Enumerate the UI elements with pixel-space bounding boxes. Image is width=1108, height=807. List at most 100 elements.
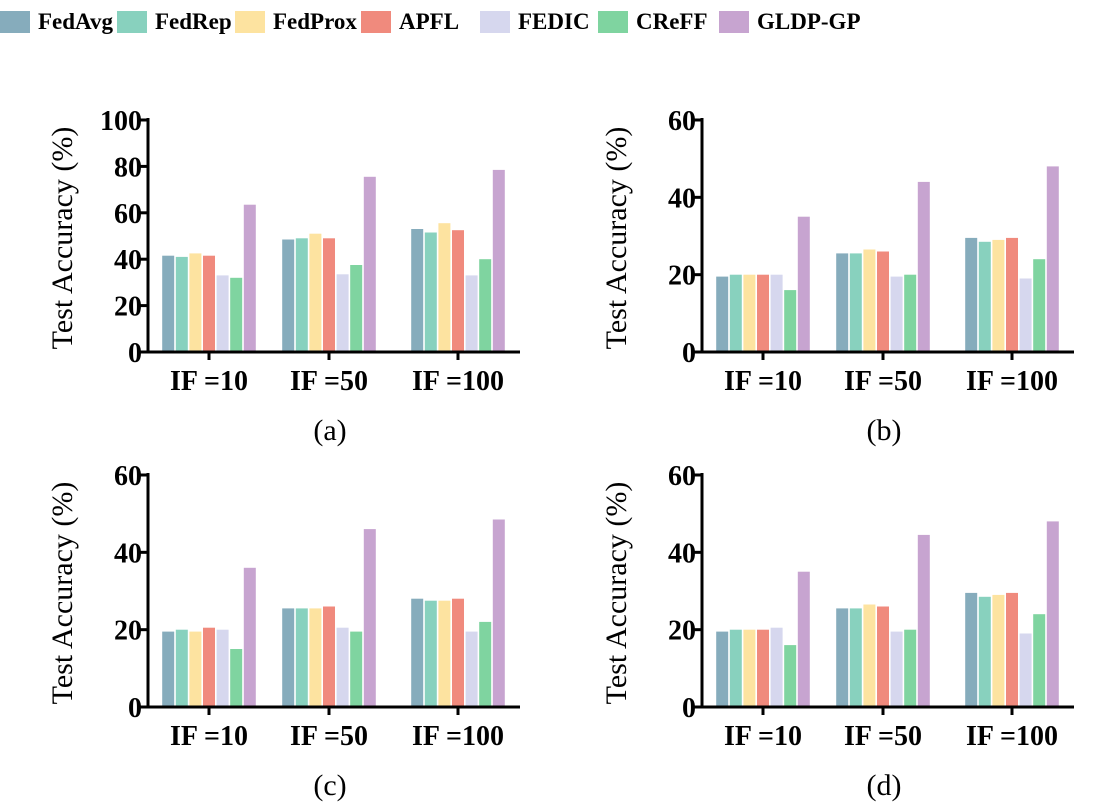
y-axis-title: Test Accuracy (%) xyxy=(46,127,79,350)
legend-swatch xyxy=(598,11,628,33)
y-tick-label: 60 xyxy=(668,106,696,137)
x-tick-label: IF =10 xyxy=(170,721,248,752)
legend-label: FedAvg xyxy=(38,9,113,34)
bar xyxy=(323,238,335,352)
bar xyxy=(917,181,930,352)
legend-item: FedProx xyxy=(235,4,357,40)
bar xyxy=(849,253,862,352)
y-axis-title: Test Accuracy (%) xyxy=(600,482,633,705)
legend-item: FedAvg xyxy=(0,4,113,40)
bar xyxy=(1033,259,1046,352)
bar xyxy=(465,631,478,707)
panel-label: (a) xyxy=(313,414,346,447)
chart-panel-c: 0 20 40 60 IF =10 IF =50 IF =100 Test Accuracy … xyxy=(46,461,520,802)
bar xyxy=(716,276,729,352)
legend-label: FEDIC xyxy=(518,9,590,34)
bar xyxy=(917,534,930,707)
y-tick-label: 20 xyxy=(668,261,696,292)
bar xyxy=(230,649,243,707)
bar xyxy=(175,629,188,707)
bar xyxy=(965,237,978,352)
legend-swatch xyxy=(235,11,265,33)
y-axis-title: Test Accuracy (%) xyxy=(600,127,633,350)
legend-item: GLDP-GP xyxy=(719,4,861,40)
panel-label: (b) xyxy=(867,414,902,447)
y-tick-label: 60 xyxy=(668,461,696,492)
bar xyxy=(363,176,376,352)
bar xyxy=(992,239,1005,352)
chart-panel-a: 0 20 40 60 80 100 IF =10 IF =50 IF =100 Test Accu… xyxy=(46,106,520,447)
bar xyxy=(836,253,849,352)
bar xyxy=(863,604,876,707)
bar xyxy=(203,627,215,707)
bar xyxy=(203,255,215,352)
bar xyxy=(1019,278,1032,352)
y-axis-title: Test Accuracy (%) xyxy=(46,482,79,705)
bar xyxy=(295,238,308,352)
legend-swatch xyxy=(361,11,391,33)
x-tick-label: IF =100 xyxy=(412,721,504,752)
bar xyxy=(770,274,783,352)
bar xyxy=(1033,614,1046,707)
legend-item: FEDIC xyxy=(480,4,590,40)
bar xyxy=(189,631,202,707)
bar xyxy=(492,519,505,707)
legend-item: APFL xyxy=(361,4,459,40)
bar xyxy=(336,274,349,352)
y-tick-label: 0 xyxy=(128,693,142,724)
bar xyxy=(1019,633,1032,707)
bar xyxy=(411,598,424,707)
bar xyxy=(230,277,243,352)
y-tick-label: 0 xyxy=(682,338,696,369)
legend-swatch xyxy=(117,11,147,33)
bar xyxy=(797,216,810,352)
bar xyxy=(743,629,756,707)
bar xyxy=(716,631,729,707)
bar xyxy=(452,230,464,352)
bar xyxy=(452,598,464,707)
bar xyxy=(729,274,742,352)
bar xyxy=(992,594,1005,707)
y-tick-label: 0 xyxy=(128,338,142,369)
bar xyxy=(295,608,308,707)
legend-swatch xyxy=(480,11,510,33)
y-tick-label: 40 xyxy=(668,538,696,569)
bar xyxy=(904,274,917,352)
y-tick-label: 40 xyxy=(668,183,696,214)
bar xyxy=(978,241,991,352)
bar xyxy=(757,629,769,707)
legend-label: CReFF xyxy=(636,9,708,34)
bar xyxy=(1046,166,1059,352)
x-tick-label: IF =100 xyxy=(966,721,1058,752)
bar xyxy=(479,259,492,352)
bar xyxy=(323,606,335,707)
bar xyxy=(243,567,256,707)
x-tick-label: IF =50 xyxy=(844,721,922,752)
bar xyxy=(890,276,903,352)
bar xyxy=(162,255,175,352)
chart-panel-b: 0 20 40 60 IF =10 IF =50 IF =100 Test Accuracy … xyxy=(600,106,1074,447)
y-tick-label: 20 xyxy=(114,616,142,647)
bar xyxy=(189,253,202,352)
panel-label: (c) xyxy=(313,769,346,802)
bar xyxy=(1006,237,1018,352)
bar xyxy=(438,600,451,707)
bar xyxy=(162,631,175,707)
x-tick-label: IF =50 xyxy=(290,721,368,752)
bar xyxy=(336,627,349,707)
y-tick-label: 20 xyxy=(668,616,696,647)
bar xyxy=(757,274,769,352)
chart-legend: FedAvg FedRep FedProx APFL FEDIC CReFF GLDP-GP xyxy=(0,4,1108,40)
y-tick-label: 60 xyxy=(114,199,142,230)
bar xyxy=(175,256,188,352)
bar xyxy=(350,631,363,707)
legend-label: FedRep xyxy=(155,9,232,34)
bar xyxy=(282,608,295,707)
y-tick-label: 100 xyxy=(100,106,142,137)
y-tick-label: 40 xyxy=(114,538,142,569)
legend-item: FedRep xyxy=(117,4,232,40)
legend-item: CReFF xyxy=(598,4,708,40)
x-tick-label: IF =50 xyxy=(290,366,368,397)
bar xyxy=(216,275,229,352)
x-tick-label: IF =10 xyxy=(170,366,248,397)
